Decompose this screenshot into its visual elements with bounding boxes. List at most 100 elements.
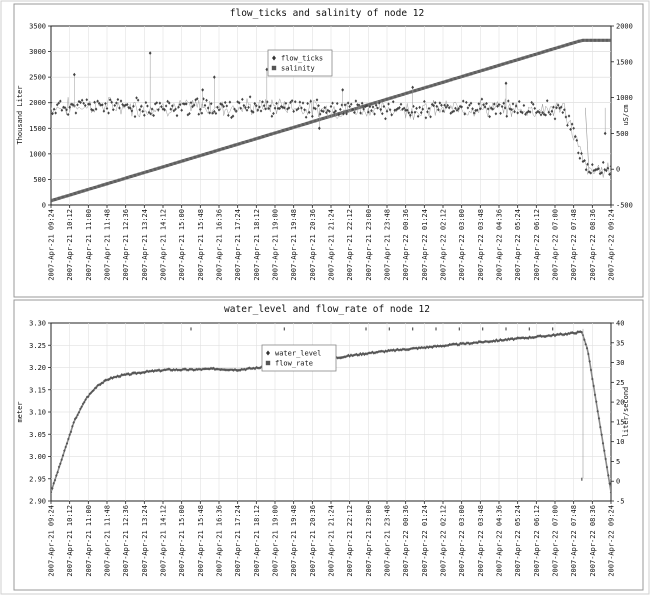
water-level-marker — [52, 481, 55, 485]
salinity-marker — [189, 157, 193, 160]
salinity-marker — [361, 105, 365, 108]
water-level-marker — [473, 341, 477, 345]
salinity-marker — [581, 38, 585, 42]
flow-ticks-marker — [300, 106, 303, 110]
flow-ticks-marker — [217, 108, 221, 112]
flow-ticks-marker — [146, 104, 149, 108]
water-level-marker — [113, 375, 117, 379]
water-level-marker — [525, 336, 529, 340]
water-level-marker — [607, 473, 610, 477]
flow-ticks-marker — [303, 108, 306, 112]
flow-ticks-marker — [566, 123, 569, 127]
flow-ticks-marker — [172, 109, 176, 113]
flow-ticks-marker — [223, 100, 227, 105]
salinity-marker — [113, 179, 117, 183]
flow-ticks-marker — [329, 104, 333, 109]
x-tick-label: 2007-Apr-21 22:12 — [346, 505, 354, 577]
water-level-marker — [535, 335, 538, 339]
flow-ticks-marker — [454, 106, 457, 110]
flow-ticks-marker — [508, 107, 512, 111]
flow-ticks-marker — [118, 106, 121, 110]
y-tick-label: 3.00 — [29, 453, 46, 461]
water-level-marker — [161, 368, 165, 372]
legend-diamond-icon — [272, 55, 276, 61]
x-tick-label: 2007-Apr-22 03:00 — [458, 505, 466, 577]
flow-ticks-marker — [466, 106, 470, 110]
water-level-marker — [357, 353, 361, 357]
y2-tick-label: 20 — [616, 399, 624, 407]
flow-ticks-marker — [183, 102, 187, 106]
flow-ticks-marker — [363, 105, 367, 109]
flow-ticks-marker — [295, 108, 299, 112]
legend: water_level flow_rate — [261, 344, 337, 372]
flow-ticks-marker — [405, 108, 409, 112]
flow-ticks-marker — [323, 106, 327, 110]
salinity-marker — [333, 113, 337, 117]
water-level-marker — [359, 352, 362, 356]
flow-rate-marker — [458, 327, 460, 331]
flow-ticks-marker — [468, 103, 471, 107]
flow-ticks-marker — [264, 107, 267, 111]
flow-ticks-marker — [214, 111, 218, 116]
flow-ticks-marker — [298, 100, 302, 104]
flow-ticks-marker — [521, 111, 524, 115]
water-level-marker — [145, 369, 149, 373]
x-tick-label: 2007-Apr-22 00:36 — [402, 209, 410, 281]
water-level-marker — [205, 367, 209, 371]
water-level-marker — [597, 416, 601, 420]
y2-tick-label: 1500 — [616, 58, 633, 66]
flow-ticks-marker — [265, 100, 269, 104]
flow-ticks-marker — [471, 107, 474, 111]
water-level-marker — [559, 332, 562, 336]
water-level-marker — [605, 465, 609, 469]
flow-ticks-marker — [584, 168, 588, 172]
flow-ticks-marker — [177, 105, 180, 109]
flow-ticks-marker — [272, 111, 275, 116]
salinity-marker — [533, 53, 537, 56]
flow-ticks-marker — [528, 110, 532, 114]
flow-ticks-marker — [149, 112, 152, 116]
flow-ticks-marker — [220, 103, 224, 107]
salinity-marker — [605, 38, 609, 42]
flow-ticks-marker — [578, 156, 582, 160]
x-tick-label: 2007-Apr-21 22:12 — [346, 209, 354, 281]
water-level-marker — [484, 339, 487, 343]
flow-ticks-marker — [564, 115, 568, 119]
water-level-marker — [609, 491, 611, 495]
y2-axis-label: liter/second — [622, 387, 630, 438]
y-tick-label: 1500 — [29, 125, 46, 133]
flow-ticks-marker — [348, 104, 351, 109]
water-level-marker — [112, 375, 115, 379]
y2-tick-label: 15 — [616, 418, 624, 426]
flow-ticks-marker — [486, 107, 490, 111]
flow-ticks-marker — [396, 106, 400, 111]
flow-ticks-marker — [432, 104, 435, 108]
water-level-marker — [99, 383, 102, 387]
flow-ticks-marker — [401, 107, 404, 111]
water-level-marker — [539, 334, 542, 338]
flow-ticks-marker — [541, 111, 544, 115]
legend-label-2: flow_rate — [275, 360, 313, 368]
x-tick-label: 2007-Apr-22 00:36 — [402, 505, 410, 577]
water-level-marker — [141, 370, 145, 374]
y-tick-label: 3.15 — [29, 386, 46, 394]
x-tick-label: 2007-Apr-21 11:00 — [85, 505, 93, 577]
water-level-marker — [68, 433, 71, 437]
flow-ticks-marker — [150, 107, 154, 111]
flow-ticks-marker — [404, 108, 407, 112]
flow-ticks-marker — [94, 107, 98, 111]
water-level-marker — [580, 330, 583, 334]
flow-ticks-marker — [533, 106, 537, 111]
water-level-marker — [69, 430, 73, 434]
flow-ticks-marker — [205, 98, 208, 102]
flow-rate-marker — [388, 327, 390, 331]
flow-ticks-marker — [570, 122, 574, 126]
flow-ticks-marker — [293, 100, 297, 104]
flow-ticks-marker — [200, 111, 204, 115]
water-level-marker — [95, 386, 98, 390]
y2-tick-label: 10 — [616, 438, 624, 446]
x-tick-label: 2007-Apr-21 20:36 — [309, 505, 317, 577]
salinity-marker — [53, 198, 57, 201]
water-level-marker — [56, 470, 59, 474]
salinity-marker — [237, 142, 241, 146]
